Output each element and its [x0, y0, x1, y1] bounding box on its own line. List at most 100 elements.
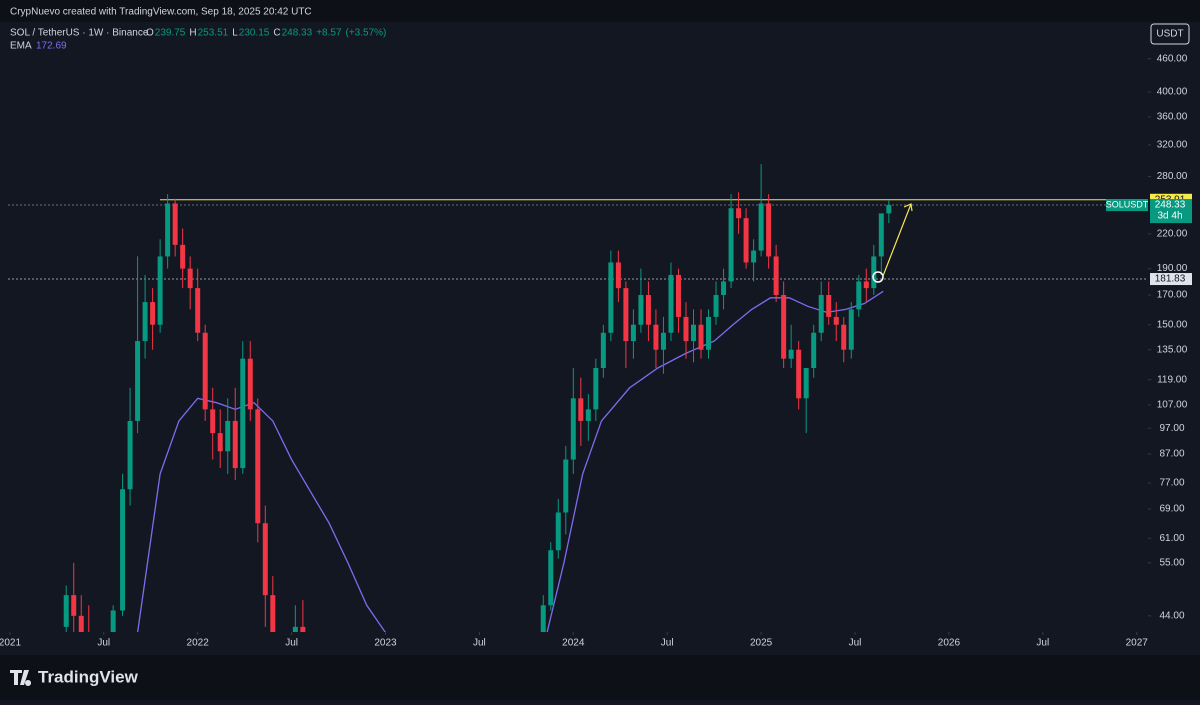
candle-body: [180, 244, 186, 269]
candle-body: [71, 595, 77, 616]
change-value: (+3.57%): [346, 28, 387, 39]
candle-body: [157, 256, 163, 325]
candle-body: [721, 281, 727, 296]
price-box: [1150, 273, 1192, 286]
y-tick-label: 97.00: [1159, 423, 1184, 434]
y-tick-label: 190.00: [1157, 263, 1188, 274]
candle-body: [593, 367, 599, 410]
x-tick-label: 2025: [750, 638, 773, 649]
candle-body: [833, 316, 839, 325]
candle-body: [788, 349, 794, 359]
y-tick-label: 460.00: [1157, 53, 1188, 64]
candle-body: [878, 213, 884, 257]
bottom-bar: [0, 655, 1200, 700]
x-tick-label: Jul: [97, 638, 110, 649]
candle-body: [110, 610, 116, 632]
y-tick-label: 135.00: [1157, 344, 1188, 355]
x-tick-label: Jul: [849, 638, 862, 649]
candle-body: [127, 420, 133, 490]
y-tick-label: 44.00: [1159, 610, 1184, 621]
x-tick-label: Jul: [1036, 638, 1049, 649]
symbol-line: SOL / TetherUS · 1W · Binance: [10, 28, 149, 39]
candle-body: [818, 295, 824, 333]
y-tick-label: 280.00: [1157, 171, 1188, 182]
candle-body: [781, 295, 787, 359]
candle-body: [623, 288, 629, 342]
candle-body: [706, 316, 712, 350]
candle-body: [758, 203, 764, 251]
candle-body: [150, 302, 156, 325]
candle-body: [856, 281, 862, 310]
annotation: [872, 203, 913, 283]
candle-body: [255, 409, 261, 524]
ohlc-letter: L: [232, 28, 238, 39]
candle-body: [240, 358, 246, 469]
candle-body: [766, 203, 772, 257]
candle-body: [645, 295, 651, 325]
y-tick-label: 87.00: [1159, 449, 1184, 460]
candle-body: [540, 605, 546, 632]
candle-body: [713, 295, 719, 317]
candle-body: [743, 218, 749, 263]
candle-body: [142, 302, 148, 342]
logo-icon: [10, 670, 32, 686]
x-tick-label: 2026: [938, 638, 961, 649]
candle-body: [803, 367, 809, 399]
candle-body: [270, 595, 276, 632]
x-tick-label: 2021: [0, 638, 21, 649]
currency-box[interactable]: [1150, 23, 1190, 45]
currency[interactable]: USDT: [1156, 29, 1183, 40]
symbol-box: [1106, 199, 1148, 212]
candle-body: [698, 324, 704, 350]
candle-body: [210, 409, 216, 434]
ohlc-value: 248.33: [282, 28, 313, 39]
ema-line: [546, 290, 884, 632]
candle-body: [871, 256, 877, 289]
ohlc-value: 230.15: [239, 28, 270, 39]
candle-body: [683, 316, 689, 342]
candle-body: [120, 489, 126, 611]
ohlc-letter: H: [189, 28, 196, 39]
candle-body: [773, 256, 779, 296]
last-price-label: 248.33: [1155, 200, 1186, 211]
candle-body: [555, 512, 561, 551]
candle-body: [728, 208, 734, 282]
candle-body: [691, 324, 697, 342]
candle-body: [615, 262, 621, 289]
x-tick-label: 2024: [562, 638, 585, 649]
y-tick-label: 360.00: [1157, 112, 1188, 123]
candle-body: [292, 626, 298, 632]
ohlc-value: 239.75: [155, 28, 186, 39]
candle-body: [863, 281, 869, 289]
candle-body: [886, 205, 892, 214]
candle-body: [736, 208, 742, 219]
candle-body: [563, 459, 569, 513]
candle-body: [247, 358, 253, 410]
candle-body: [232, 420, 238, 469]
x-tick-label: 2023: [374, 638, 397, 649]
annotation-circle: [872, 271, 884, 283]
y-tick-label: 220.00: [1157, 228, 1188, 239]
candle-body: [172, 203, 178, 245]
top-bar: [0, 0, 1200, 22]
candle-body: [548, 550, 554, 606]
y-tick-label: 55.00: [1159, 557, 1184, 568]
candle-body: [300, 626, 306, 632]
candle-body: [217, 433, 223, 452]
candle-body: [796, 349, 802, 399]
ema-legend: EMA: [10, 41, 32, 52]
candle-body: [165, 203, 171, 257]
ohlc-letter: C: [273, 28, 280, 39]
candle-body: [578, 398, 584, 421]
candle-body: [848, 309, 854, 350]
candle-body: [570, 398, 576, 460]
chart-title: CrypNuevo created with TradingView.com, …: [10, 7, 312, 18]
x-tick-label: Jul: [473, 638, 486, 649]
candle-body: [630, 324, 636, 342]
countdown: 3d 4h: [1157, 211, 1182, 222]
symbol-label: SOLUSDT: [1106, 199, 1149, 209]
ohlc-value: 253.51: [198, 28, 229, 39]
